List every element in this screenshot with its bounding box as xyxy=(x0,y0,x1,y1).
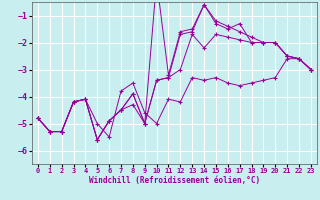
X-axis label: Windchill (Refroidissement éolien,°C): Windchill (Refroidissement éolien,°C) xyxy=(89,176,260,185)
